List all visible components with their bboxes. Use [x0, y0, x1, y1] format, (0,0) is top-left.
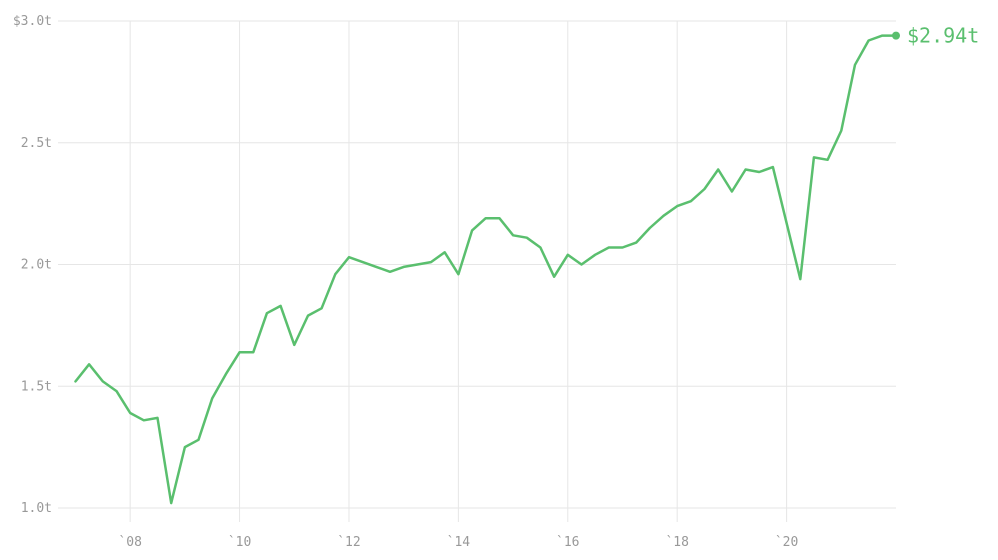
x-tick-label: `14 — [447, 535, 471, 550]
y-axis-tick-labels: $3.0t 2.5t 2.0t 1.5t 1.0t — [13, 14, 52, 516]
series-group — [74, 34, 898, 505]
end-value-label: $2.94t — [907, 24, 979, 48]
x-tick-label: `20 — [775, 535, 798, 550]
x-axis-tick-labels: `08 `10 `12 `14 `16 `18 `20 — [118, 535, 798, 550]
x-tick-label: `12 — [337, 535, 360, 550]
end-point-marker — [892, 31, 900, 40]
y-tick-label: 2.0t — [21, 258, 52, 273]
y-tick-label: 2.5t — [21, 136, 52, 151]
x-tick-label: `08 — [118, 535, 141, 550]
x-tick-label: `16 — [556, 535, 579, 550]
y-tick-label: 1.0t — [21, 501, 52, 516]
series-line — [74, 34, 898, 505]
x-tick-label: `10 — [228, 535, 251, 550]
horizontal-gridlines — [58, 20, 896, 509]
y-tick-label: $3.0t — [13, 14, 52, 29]
x-tick-label: `18 — [665, 535, 688, 550]
y-tick-label: 1.5t — [21, 379, 52, 394]
